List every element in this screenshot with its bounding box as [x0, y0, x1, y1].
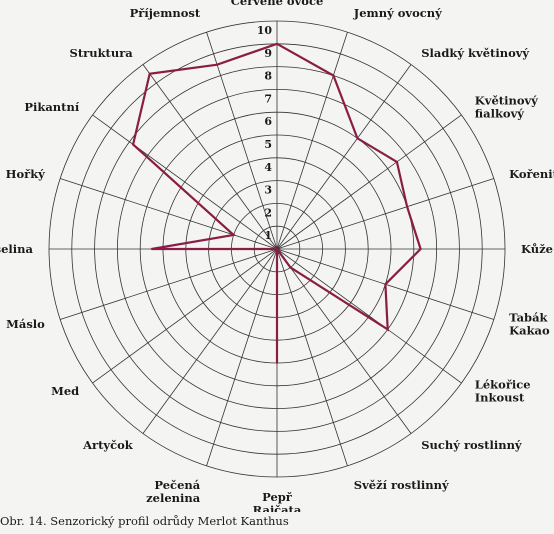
data-point-struktura [148, 72, 151, 75]
category-label-artycok: Artyčok [82, 438, 134, 452]
figure-caption: Obr. 14. Senzorický profil odrůdy Merlot… [0, 514, 289, 528]
category-label-tabak-kakao: Kakao [509, 323, 550, 337]
spoke-horky [60, 178, 278, 250]
category-label-lekorice-inkoust: Lékořice [475, 378, 531, 392]
spoke-struktura [142, 64, 278, 250]
category-label-kyselina: Kyselina [0, 242, 34, 256]
category-label-pecena-zelenina: zelenina [146, 491, 201, 505]
category-label-prijemnost: Příjemnost [130, 6, 201, 20]
tick-label: 6 [264, 115, 272, 128]
tick-label: 9 [264, 47, 272, 60]
spoke-svezi-rostlinny [276, 248, 348, 466]
tick-label: 4 [264, 161, 272, 174]
series-line [131, 42, 422, 363]
data-point-pepr-rajcata [276, 362, 278, 364]
series-group [131, 42, 422, 364]
tick-label: 7 [264, 92, 272, 105]
tick-label: 8 [264, 70, 272, 83]
category-label-korenity: Kořenitý [509, 167, 554, 181]
category-label-struktura: Struktura [70, 46, 134, 60]
category-labels: Červené ovoce Jemný ovocný Sladký květinov… [0, 0, 554, 512]
category-label-pikantni: Pikantní [24, 100, 79, 114]
data-point-cervene-ovoce [276, 42, 278, 45]
category-label-sladky-kvetinovy: Sladký květinový [421, 46, 529, 60]
category-label-pepr-rajcata: Pepř [262, 490, 293, 504]
data-point-suchy-rostlinny [289, 266, 292, 269]
spoke-korenity [276, 178, 494, 250]
data-point-kvetinovy-fialkovy [396, 161, 398, 163]
data-point-kuze [419, 248, 422, 250]
spoke-maslo [60, 248, 278, 320]
tick-label: 10 [257, 24, 273, 37]
category-label-kvetinovy-fialkovy: fialkový [475, 106, 525, 120]
data-point-horky [232, 234, 235, 236]
category-label-pecena-zelenina: Pečená [154, 478, 200, 492]
category-label-jemny-ovocny: Jemný ovocný [353, 6, 442, 20]
category-label-med: Med [51, 384, 79, 398]
tick-label: 3 [264, 184, 272, 197]
category-label-tabak-kakao: Tabák [509, 310, 548, 324]
data-point-jemny-ovocny [332, 74, 335, 77]
radar-chart: 1 2 3 4 5 6 7 8 9 10 Červené ovoce Jemný ovocný Sla… [0, 0, 554, 512]
data-point-kyselina [150, 248, 153, 250]
spoke-pikantni [92, 114, 278, 250]
category-label-lekorice-inkoust: Inkoust [475, 391, 525, 405]
tick-label: 1 [264, 229, 272, 242]
data-point-lekorice-inkoust [386, 328, 389, 331]
spoke-pecena-zelenina [206, 248, 278, 466]
category-label-kuze: Kůže [521, 242, 553, 256]
spoke-lekorice-inkoust [276, 248, 462, 384]
data-point-maslo [276, 248, 278, 250]
category-label-svezi-rostlinny: Svěží rostlinný [354, 478, 449, 492]
tick-labels: 1 2 3 4 5 6 7 8 9 10 [257, 24, 273, 242]
spoke-jemny-ovocny [276, 32, 348, 250]
spoke-prijemnost [206, 32, 278, 250]
data-point-pikantni [132, 143, 135, 146]
data-point-prijemnost [216, 63, 219, 66]
category-label-cervene-ovoce: Červené ovoce [231, 0, 324, 8]
tick-label: 5 [264, 138, 272, 151]
category-label-kvetinovy-fialkovy: Květinový [475, 93, 538, 107]
category-label-maslo: Máslo [6, 317, 45, 331]
spoke-sladky-kvetinovy [276, 64, 412, 250]
spoke-kvetinovy-fialkovy [276, 114, 462, 250]
tick-label: 2 [264, 206, 272, 219]
spoke-med [92, 248, 278, 384]
data-point-sladky-kvetinovy [356, 137, 359, 140]
category-label-pepr-rajcata: Rajčata [253, 503, 302, 512]
data-point-tabak-kakao [384, 283, 387, 286]
category-label-horky: Hořký [6, 167, 46, 181]
spoke-artycok [142, 248, 278, 434]
data-point-korenity [406, 205, 408, 208]
spoke-suchy-rostlinny [276, 248, 412, 434]
category-label-suchy-rostlinny: Suchý rostlinný [421, 438, 522, 452]
